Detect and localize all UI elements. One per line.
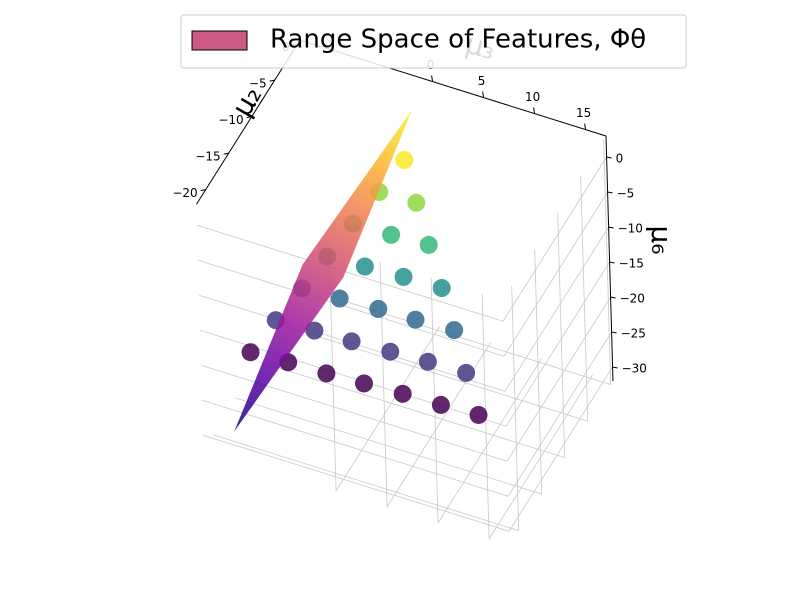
- grid-line: [281, 324, 588, 422]
- z-axis-label: μ₆: [645, 225, 678, 254]
- grid-line: [603, 139, 612, 385]
- z-tick-label: −30: [622, 362, 647, 376]
- grid-line: [508, 366, 613, 532]
- scatter-point: [407, 193, 426, 212]
- scatter-point: [457, 363, 476, 382]
- legend-label: Range Space of Features, Φθ: [270, 25, 646, 55]
- scatter-point: [369, 299, 388, 318]
- x-tick-label: −10: [218, 113, 243, 127]
- z-tick-label: −25: [621, 327, 646, 341]
- legend: Range Space of Features, Φθ: [180, 14, 687, 69]
- surface: [234, 110, 412, 432]
- grid-line: [386, 342, 491, 508]
- scatter-point: [445, 321, 464, 340]
- z-tick: [609, 261, 615, 264]
- z-tick-label: −10: [618, 222, 643, 236]
- scatter-point: [241, 343, 260, 362]
- scatter-point: [355, 257, 374, 276]
- scatter-point: [406, 310, 425, 329]
- y-tick: [431, 75, 434, 82]
- scatter-point: [394, 267, 413, 286]
- y-tick-label: 15: [576, 106, 591, 120]
- grid-line: [557, 212, 566, 458]
- grid-line: [212, 434, 519, 532]
- scatter-point: [382, 225, 401, 244]
- scatter-point: [393, 384, 412, 403]
- grid-line: [196, 224, 504, 322]
- grid-line: [507, 331, 612, 497]
- x-tick-label: −20: [172, 186, 197, 200]
- x-tick: [269, 79, 275, 82]
- x-tick: [246, 116, 252, 119]
- y-tick-label: 10: [525, 90, 540, 104]
- z-tick: [608, 226, 614, 229]
- z-tick: [611, 331, 617, 334]
- z-tick-label: −15: [619, 257, 644, 271]
- scatter-point: [317, 364, 336, 383]
- scatter-point: [419, 235, 438, 254]
- grid-line: [258, 361, 565, 459]
- grid-line: [201, 399, 509, 497]
- z-axis-line: [605, 135, 614, 382]
- scatter-point: [469, 405, 488, 424]
- z-tick: [606, 156, 612, 159]
- scatter-point: [330, 289, 349, 308]
- grid-line: [437, 358, 542, 524]
- y-tick: [584, 123, 587, 130]
- scatter-point: [431, 395, 450, 414]
- grid-line: [502, 156, 607, 322]
- grid-line: [580, 176, 589, 422]
- y-tick: [533, 107, 536, 114]
- legend-frame: [180, 14, 687, 69]
- grid-line: [511, 285, 520, 531]
- grid-line: [202, 434, 510, 532]
- x-tick: [200, 189, 206, 192]
- grid-line: [235, 397, 542, 495]
- x-tick-label: −5: [249, 77, 267, 91]
- grid-line: [335, 326, 440, 492]
- y-tick: [482, 91, 485, 98]
- scatter-point: [342, 332, 361, 351]
- scatter-point: [305, 321, 324, 340]
- grid-line: [488, 374, 593, 540]
- scatter-point: [432, 279, 451, 298]
- mark-layer: [234, 110, 488, 432]
- y-tick-label: 5: [478, 74, 486, 88]
- z-tick-label: −5: [617, 187, 635, 201]
- grid-line: [506, 296, 611, 462]
- grid-line: [534, 249, 543, 495]
- grid-layer: [196, 139, 613, 540]
- scatter-point: [381, 342, 400, 361]
- z-tick-label: −20: [620, 292, 645, 306]
- z-tick: [612, 366, 618, 369]
- scatter-point: [355, 374, 374, 393]
- grid-line: [379, 261, 388, 507]
- scatter-point: [395, 151, 414, 169]
- z-tick: [607, 191, 613, 194]
- grid-line: [504, 226, 609, 392]
- x-tick-label: −15: [195, 150, 220, 164]
- z-tick-label: 0: [616, 152, 624, 166]
- grid-line: [503, 191, 608, 357]
- grid-line: [505, 261, 610, 427]
- grid-line: [200, 364, 508, 462]
- grid-line: [197, 259, 505, 357]
- x-tick: [223, 152, 229, 155]
- legend-swatch: [191, 30, 248, 51]
- scatter-point: [418, 352, 437, 371]
- z-tick: [610, 296, 616, 299]
